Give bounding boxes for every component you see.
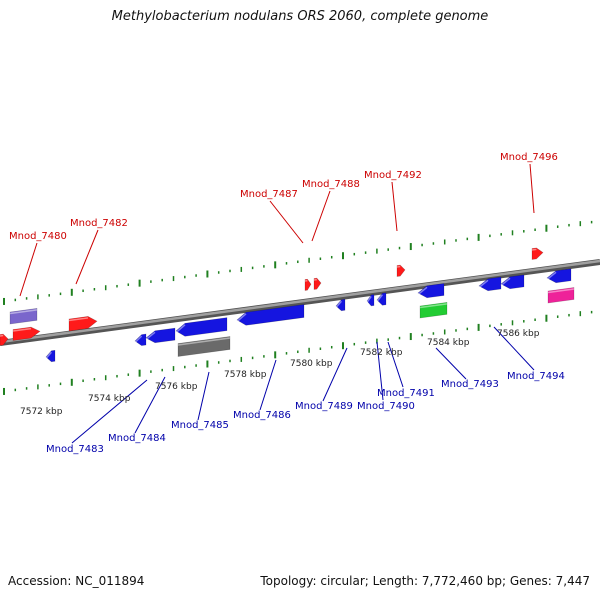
- plus-gene-arrow: [68, 316, 98, 332]
- magenta-feature: [547, 287, 575, 304]
- scale-label: 7572 kbp: [20, 407, 63, 417]
- map-title: Methylobacterium nodulans ORS 2060, comp…: [111, 9, 489, 24]
- scale-label: 7586 kbp: [497, 329, 540, 339]
- gene-label: Mnod_7483: [46, 444, 104, 455]
- genome-summary-text: Topology: circular; Length: 7,772,460 bp…: [260, 574, 590, 588]
- scale-label: 7584 kbp: [427, 338, 470, 348]
- leader-line: [387, 341, 404, 388]
- plus-gene-arrow: [313, 277, 322, 290]
- gene-label: Mnod_7492: [364, 170, 422, 181]
- gene-label: Mnod_7488: [302, 179, 360, 190]
- gene-label: Mnod_7487: [240, 189, 298, 200]
- accession-text: Accession: NC_011894: [8, 574, 145, 588]
- feature-highlight: [12, 327, 32, 332]
- feature-highlight: [236, 313, 247, 323]
- feature-highlight: [547, 288, 575, 294]
- feature-highlight: [175, 324, 186, 334]
- minus-gene-arrow: [236, 304, 305, 326]
- leader-line: [376, 341, 384, 401]
- feature-highlight: [335, 300, 342, 308]
- gene-label: Mnod_7484: [108, 433, 166, 444]
- scale-label: 7582 kbp: [360, 348, 403, 358]
- feature-highlight: [134, 335, 143, 344]
- gene-label: Mnod_7491: [377, 388, 435, 399]
- plus-gene-arrow: [396, 264, 406, 277]
- scale-label: 7576 kbp: [155, 382, 198, 392]
- minus-gene-arrow: [366, 294, 375, 307]
- feature-highlight: [376, 294, 383, 302]
- scale-ticks-bottom: [3, 310, 593, 395]
- minus-gene-arrow: [175, 317, 228, 337]
- feature-highlight: [366, 296, 372, 303]
- minus-gene-arrow: [145, 327, 176, 344]
- minus-gene-arrow: [546, 268, 572, 284]
- leader-line: [134, 376, 166, 434]
- gene-label: Mnod_7482: [70, 218, 128, 229]
- gene-label: Mnod_7489: [295, 401, 353, 412]
- feature-highlight: [500, 277, 511, 287]
- feature-highlight: [177, 337, 231, 346]
- leader-line: [259, 359, 277, 411]
- leader-line: [529, 163, 535, 214]
- minus-gene-arrow: [134, 333, 147, 346]
- feature-highlight: [45, 351, 52, 359]
- gene-label: Mnod_7496: [500, 152, 558, 163]
- gene-label: Mnod_7486: [233, 410, 291, 421]
- feature-highlight: [68, 317, 89, 322]
- minus-gene-arrow: [417, 283, 445, 299]
- plus-strand-labels: Mnod_7480 Mnod_7482 Mnod_7487 Mnod_7488 …: [9, 152, 558, 242]
- gene-features: [0, 247, 575, 363]
- feature-highlight: [531, 248, 537, 251]
- feature-highlight: [546, 271, 557, 281]
- plus-gene-arrow: [531, 247, 544, 260]
- leader-line: [71, 379, 148, 444]
- scale-label: 7580 kbp: [290, 359, 333, 369]
- plus-gene-arrow: [12, 326, 41, 341]
- gray-feature: [177, 336, 231, 357]
- gene-label: Mnod_7493: [441, 379, 499, 390]
- leader-line: [311, 190, 331, 242]
- label-leader-lines: [19, 163, 535, 444]
- leader-line: [269, 200, 304, 244]
- minus-gene-arrow: [376, 292, 387, 306]
- genome-backbone: [0, 259, 600, 346]
- gene-label: Mnod_7490: [357, 401, 415, 412]
- leader-line: [391, 181, 398, 232]
- leader-line: [322, 347, 348, 402]
- gene-label: Mnod_7494: [507, 371, 565, 382]
- minus-gene-arrow: [478, 276, 502, 292]
- gene-label: Mnod_7480: [9, 231, 67, 242]
- feature-highlight: [9, 309, 38, 315]
- plus-gene-arrow: [0, 333, 9, 346]
- feature-highlight: [145, 331, 156, 341]
- feature-highlight: [417, 286, 428, 296]
- scale-label: 7574 kbp: [88, 394, 131, 404]
- gene-label: Mnod_7485: [171, 420, 229, 431]
- leader-line: [19, 242, 38, 297]
- leader-line: [493, 326, 535, 371]
- scale-ticks-top: [3, 220, 593, 305]
- leader-line: [435, 347, 467, 380]
- feature-highlight: [478, 279, 489, 289]
- green-feature: [419, 302, 448, 319]
- minus-gene-arrow: [45, 349, 56, 363]
- minus-gene-arrow: [335, 298, 346, 312]
- leader-line: [75, 229, 99, 285]
- minus-gene-arrow: [500, 274, 525, 290]
- leader-line: [197, 371, 210, 421]
- lavender-feature: [9, 308, 38, 325]
- scale-labels: 7572 kbp 7574 kbp 7576 kbp 7578 kbp 7580…: [20, 329, 540, 417]
- plus-gene-arrow: [304, 278, 312, 291]
- minus-strand-labels: Mnod_7483 Mnod_7484 Mnod_7485 Mnod_7486 …: [46, 371, 565, 455]
- scale-label: 7578 kbp: [224, 370, 267, 380]
- feature-highlight: [419, 303, 448, 309]
